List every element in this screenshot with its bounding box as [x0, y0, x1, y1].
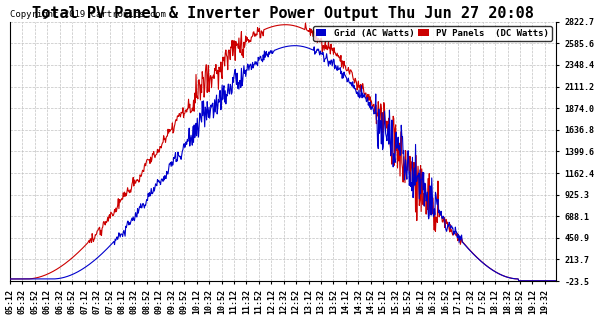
- Text: Copyright 2019 Cartronics.com: Copyright 2019 Cartronics.com: [10, 10, 166, 19]
- Title: Total PV Panel & Inverter Power Output Thu Jun 27 20:08: Total PV Panel & Inverter Power Output T…: [32, 5, 534, 20]
- Legend: Grid (AC Watts), PV Panels  (DC Watts): Grid (AC Watts), PV Panels (DC Watts): [313, 26, 551, 41]
